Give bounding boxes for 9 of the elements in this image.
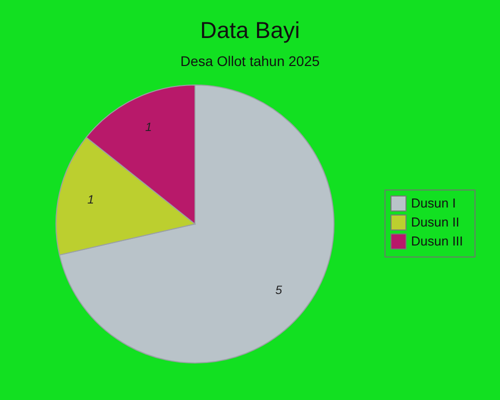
- chart-title: Data Bayi: [200, 17, 300, 43]
- legend-label: Dusun I: [411, 195, 456, 210]
- legend-label: Dusun III: [411, 233, 464, 248]
- chart-subtitle: Desa Ollot tahun 2025: [180, 53, 320, 69]
- data-label: 1: [145, 120, 152, 134]
- pie-slice: [58, 84, 334, 364]
- legend-label: Dusun II: [411, 214, 460, 230]
- data-label: 5: [275, 282, 282, 297]
- data-label: 1: [87, 192, 94, 206]
